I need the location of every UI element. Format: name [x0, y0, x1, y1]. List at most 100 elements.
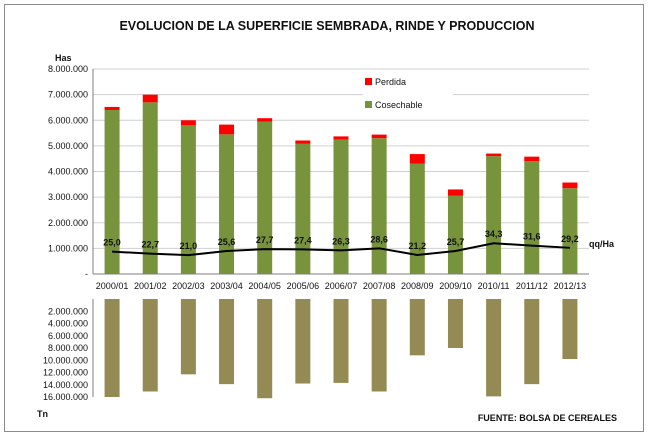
source-note: FUENTE: BOLSA DE CEREALES	[478, 413, 617, 423]
rinde-label: 21,0	[180, 241, 198, 251]
bar-cosechable	[409, 163, 425, 274]
bar-perdida	[295, 140, 311, 144]
bar-produccion	[257, 299, 273, 399]
top-tick-label: 3.000.000	[48, 192, 88, 202]
rinde-label: 28,6	[370, 234, 388, 244]
category-label: 2004/05	[248, 281, 281, 291]
bar-perdida	[219, 124, 235, 135]
bar-perdida	[524, 156, 540, 162]
top-tick-label: -	[85, 269, 88, 279]
bar-perdida	[486, 153, 502, 157]
bar-cosechable	[333, 139, 349, 274]
top-plot: - 1.000.000 2.000.000 3.000.000 4.000.000 5.0…	[48, 64, 589, 291]
rinde-label: 34,3	[485, 229, 503, 239]
bar-perdida	[562, 182, 578, 189]
category-labels: 2000/01 2001/02 2002/03 2003/04 2004/05 2005/…	[96, 281, 586, 291]
rinde-label: 31,6	[523, 232, 541, 242]
bar-perdida	[257, 118, 273, 122]
category-label: 2011/12	[516, 281, 548, 291]
top-tick-label: 1.000.000	[48, 243, 88, 253]
top-tick-label: 2.000.000	[48, 218, 88, 228]
bar-perdida	[142, 94, 158, 103]
category-label: 2005/06	[287, 281, 320, 291]
bar-produccion	[295, 299, 311, 384]
rinde-label: 25,6	[218, 237, 236, 247]
top-axis-unit: Has	[55, 53, 72, 63]
bar-produccion	[562, 299, 578, 360]
bottom-plot: 2.000.000 4.000.000 6.000.000 8.000.000 10.0…	[43, 299, 578, 402]
bar-cosechable	[257, 121, 273, 274]
bar-cosechable	[180, 125, 196, 274]
chart-frame: EVOLUCION DE LA SUPERFICIE SEMBRADA, RIN…	[4, 4, 644, 432]
top-tick-label: 4.000.000	[48, 167, 88, 177]
bottom-tick-label: 8.000.000	[48, 343, 88, 353]
rinde-label: 25,7	[447, 237, 465, 247]
rinde-label: 27,7	[256, 235, 274, 245]
category-label: 2007/08	[363, 281, 396, 291]
top-tick-label: 5.000.000	[48, 141, 88, 151]
bottom-tick-label: 6.000.000	[48, 331, 88, 341]
category-label: 2003/04	[210, 281, 243, 291]
area-bars	[104, 94, 578, 274]
bottom-tick-label: 12.000.000	[43, 368, 88, 378]
bar-perdida	[333, 136, 349, 140]
production-bars	[104, 299, 578, 399]
rinde-label: 22,7	[141, 240, 159, 250]
rinde-label: 27,4	[294, 235, 312, 245]
legend-label-cosechable: Cosechable	[375, 100, 423, 110]
bar-produccion	[524, 299, 540, 385]
category-label: 2008/09	[401, 281, 434, 291]
bar-cosechable	[295, 143, 311, 274]
top-tick-label: 7.000.000	[48, 90, 88, 100]
category-label: 2009/10	[439, 281, 472, 291]
bar-perdida	[447, 189, 463, 196]
bar-produccion	[447, 299, 463, 348]
legend-box	[363, 73, 453, 117]
legend: Perdida Cosechable	[363, 73, 453, 117]
bar-cosechable	[447, 195, 463, 274]
legend-swatch-perdida	[365, 78, 372, 85]
bar-cosechable	[524, 161, 540, 274]
bar-produccion	[219, 299, 235, 385]
bottom-tick-label: 2.000.000	[48, 306, 88, 316]
bar-perdida	[104, 106, 120, 110]
category-label: 2006/07	[325, 281, 358, 291]
category-label: 2010/11	[478, 281, 510, 291]
category-label: 2002/03	[172, 281, 205, 291]
bar-cosechable	[142, 102, 158, 274]
top-tick-labels: - 1.000.000 2.000.000 3.000.000 4.000.000 5.0…	[48, 64, 88, 279]
rinde-label: 29,2	[561, 234, 579, 244]
rinde-label: 25,0	[103, 238, 121, 248]
bar-cosechable	[562, 188, 578, 274]
bottom-axis-unit: Tn	[37, 409, 48, 419]
rinde-unit-label: qq/Ha	[589, 239, 615, 249]
bar-produccion	[333, 299, 349, 383]
bar-produccion	[371, 299, 387, 392]
rinde-label: 26,3	[332, 236, 350, 246]
bottom-tick-label: 10.000.000	[43, 355, 88, 365]
bar-cosechable	[104, 110, 120, 274]
bottom-tick-label: 16.000.000	[43, 392, 88, 402]
legend-label-perdida: Perdida	[375, 77, 406, 87]
bar-produccion	[409, 299, 425, 356]
bar-produccion	[180, 299, 196, 375]
rinde-line	[112, 242, 570, 257]
category-label: 2000/01	[96, 281, 129, 291]
bottom-tick-label: 14.000.000	[43, 380, 88, 390]
rinde-line-group: 25,0 22,7 21,0 25,6 27,7 27,4 26,3 28,6 21,2 25,7…	[103, 229, 579, 257]
category-label: 2012/13	[554, 281, 587, 291]
top-tick-label: 8.000.000	[48, 64, 88, 74]
top-tick-label: 6.000.000	[48, 115, 88, 125]
bar-cosechable	[371, 138, 387, 274]
rinde-label: 21,2	[409, 241, 427, 251]
legend-swatch-cosechable	[365, 101, 372, 108]
chart-svg: EVOLUCION DE LA SUPERFICIE SEMBRADA, RIN…	[37, 19, 617, 423]
bar-perdida	[180, 120, 196, 126]
bar-perdida	[409, 154, 425, 164]
bottom-tick-label: 4.000.000	[48, 319, 88, 329]
bar-produccion	[486, 299, 502, 397]
chart-title: EVOLUCION DE LA SUPERFICIE SEMBRADA, RIN…	[119, 19, 534, 33]
bottom-tick-labels: 2.000.000 4.000.000 6.000.000 8.000.000 10.0…	[43, 306, 88, 402]
bar-produccion	[104, 299, 120, 397]
category-label: 2001/02	[134, 281, 167, 291]
